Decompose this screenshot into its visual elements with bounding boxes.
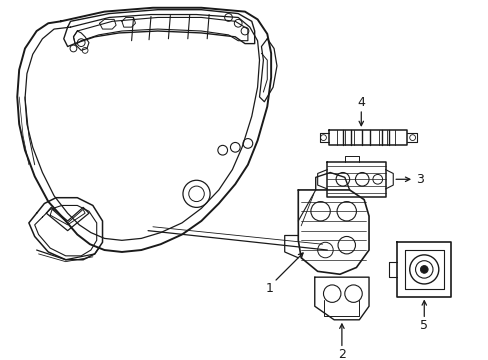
Text: 4: 4: [357, 96, 365, 109]
Text: 5: 5: [419, 319, 427, 332]
Text: 2: 2: [337, 348, 345, 360]
Circle shape: [420, 266, 427, 273]
Text: 1: 1: [264, 282, 273, 295]
Text: 3: 3: [416, 173, 424, 186]
